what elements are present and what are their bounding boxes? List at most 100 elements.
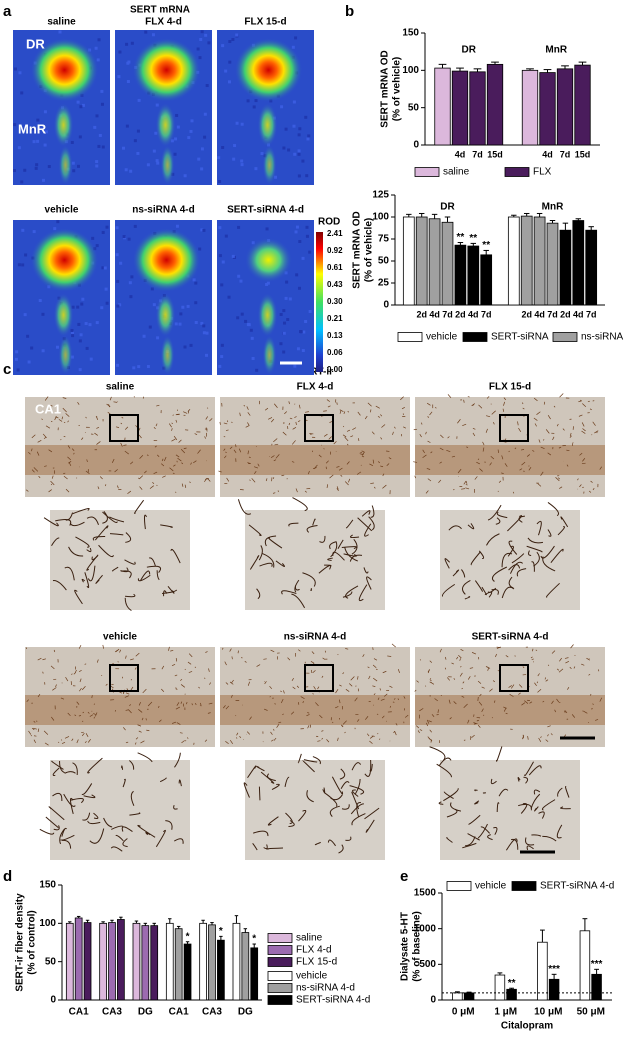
fiber: [367, 402, 372, 407]
noise: [97, 38, 101, 42]
fiber: [447, 436, 450, 439]
fiber: [526, 454, 531, 457]
fiber: [109, 533, 124, 536]
noise: [132, 366, 136, 370]
fiber: [490, 778, 497, 785]
bar: [469, 71, 486, 146]
fiber: [556, 668, 560, 671]
image-label: ns-siRNA 4-d: [132, 205, 194, 216]
fiber: [149, 485, 154, 489]
fiber: [377, 697, 380, 701]
fiber: [583, 710, 588, 714]
noise: [306, 137, 310, 141]
fiber: [403, 426, 406, 429]
fiber: [121, 416, 124, 419]
noise: [183, 345, 187, 349]
fiber: [140, 740, 145, 744]
fiber: [534, 423, 537, 427]
noise: [95, 114, 99, 118]
fiber: [247, 765, 257, 779]
colorbar-tick-label: 0.92: [327, 246, 343, 255]
bar-label: 7d: [481, 309, 492, 319]
fiber: [87, 738, 91, 743]
y-axis-label: SERT-ir fiber density: [15, 893, 26, 992]
significance: **: [482, 240, 490, 251]
fiber: [102, 511, 118, 523]
fiber: [453, 489, 455, 491]
fiber: [427, 416, 429, 418]
fiber: [218, 470, 222, 473]
fiber: [460, 648, 464, 652]
stratum: [25, 445, 215, 475]
noise: [199, 37, 203, 41]
fiber: [304, 411, 309, 413]
fiber: [478, 701, 483, 706]
fiber: [594, 430, 599, 434]
fiber: [37, 694, 41, 698]
bar: [415, 216, 428, 306]
fiber: [401, 406, 405, 410]
fiber: [505, 838, 518, 851]
noise: [282, 350, 286, 354]
noise: [220, 343, 224, 347]
signal: [234, 38, 303, 102]
noise: [304, 320, 308, 324]
fiber: [560, 806, 571, 810]
fiber: [288, 522, 299, 527]
fiber: [137, 574, 151, 582]
noise: [78, 368, 82, 372]
noise: [18, 71, 22, 75]
fiber: [344, 481, 349, 486]
fiber: [478, 404, 483, 409]
fiber: [25, 647, 28, 650]
fiber: [447, 677, 451, 681]
fiber: [489, 688, 493, 692]
category-label: CA3: [102, 1007, 122, 1018]
noise: [251, 356, 255, 360]
roi-box: [304, 664, 334, 692]
fiber: [208, 668, 210, 672]
noise: [174, 322, 178, 326]
fiber: [342, 672, 345, 675]
fiber: [74, 714, 77, 716]
fiber: [377, 416, 381, 418]
fiber: [65, 677, 69, 682]
fiber: [444, 656, 447, 660]
fiber: [87, 565, 96, 582]
fiber: [345, 519, 354, 529]
noise: [88, 323, 92, 327]
fiber: [113, 401, 118, 403]
fiber: [270, 731, 273, 735]
fiber: [312, 693, 314, 695]
fiber: [380, 698, 385, 701]
fiber: [563, 711, 566, 713]
noise: [15, 350, 19, 354]
fiber: [464, 596, 471, 600]
noise: [260, 152, 264, 156]
fiber: [372, 677, 378, 682]
fiber: [142, 688, 147, 694]
noise: [137, 98, 141, 102]
fiber: [260, 771, 275, 784]
noise: [200, 147, 204, 151]
fiber: [310, 433, 312, 435]
noise: [251, 241, 255, 245]
fiber: [467, 676, 471, 680]
fiber: [370, 482, 374, 484]
fiber: [501, 455, 504, 460]
legend-label: FLX 4-d: [296, 945, 332, 956]
noise: [53, 227, 57, 231]
fiber: [566, 464, 569, 467]
fiber: [76, 701, 80, 705]
fiber: [204, 436, 206, 439]
noise: [130, 41, 134, 45]
fiber: [368, 675, 371, 680]
fiber: [144, 470, 147, 474]
noise: [84, 322, 88, 326]
noise: [176, 125, 180, 129]
fiber: [295, 488, 298, 493]
fiber: [258, 545, 263, 561]
fiber: [325, 460, 329, 464]
fiber: [208, 702, 213, 705]
image-label: FLX 4-d: [297, 382, 334, 393]
